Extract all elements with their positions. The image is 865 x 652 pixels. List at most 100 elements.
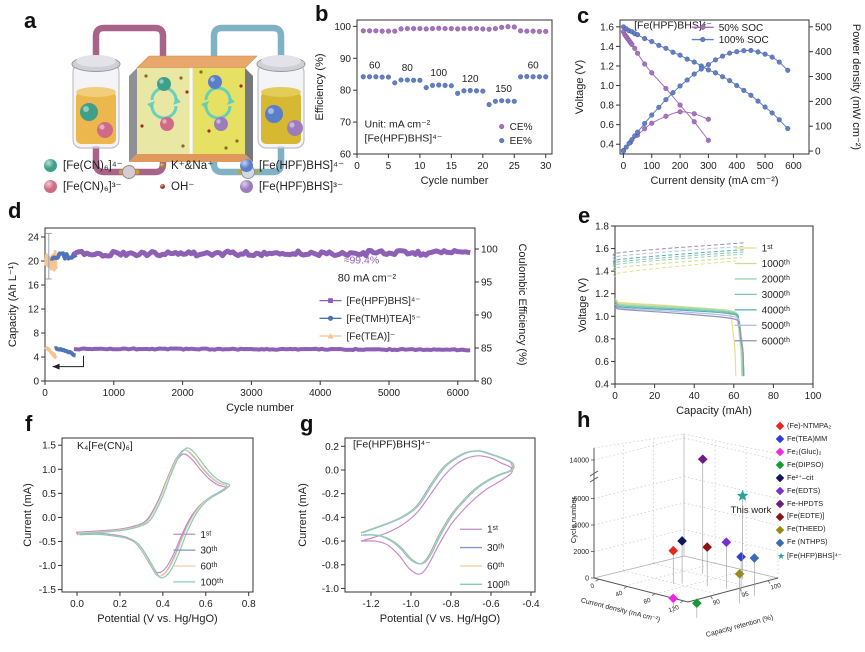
legend-label: [Fe(HPF)BHS]⁴⁻ xyxy=(259,160,345,172)
cation-dots xyxy=(144,70,239,150)
legend-item: [Fe(HPF)BHS]³⁻ xyxy=(240,179,366,193)
svg-text:Cycle number: Cycle number xyxy=(421,175,489,187)
svg-text:-0.5: -0.5 xyxy=(39,537,57,548)
legend-item: ★ [Fe(HFP)BHS]⁴⁻ xyxy=(777,550,842,563)
svg-text:[Fe(HPF)BHS]⁴⁻: [Fe(HPF)BHS]⁴⁻ xyxy=(634,19,712,31)
svg-text:0.6: 0.6 xyxy=(600,120,614,131)
panel-letter-g: g xyxy=(300,411,314,436)
ferrocyanide-icon xyxy=(44,158,57,172)
diamond-icon xyxy=(775,525,785,534)
svg-text:100: 100 xyxy=(334,22,351,33)
svg-text:Potential (V vs. Hg/HgO): Potential (V vs. Hg/HgO) xyxy=(380,613,500,625)
svg-text:100% SOC: 100% SOC xyxy=(719,35,769,46)
svg-text:60: 60 xyxy=(369,60,381,71)
svg-text:-0.8: -0.8 xyxy=(442,599,460,610)
diamond-icon xyxy=(775,473,785,483)
diamond-icon xyxy=(775,422,785,431)
diamond-icon xyxy=(775,460,785,470)
polarization-power-chart: 0 100 200 300 400 500 600 0.4 0.6 0.8 1.0 1.2 1.4 1.6… xyxy=(574,19,862,187)
svg-text:30ᵗʰ: 30ᵗʰ xyxy=(200,546,217,557)
svg-text:100: 100 xyxy=(805,391,822,402)
svg-text:1.4: 1.4 xyxy=(595,267,609,278)
svg-text:Power density (mW cm⁻²): Power density (mW cm⁻²) xyxy=(850,24,862,150)
catholyte-tank xyxy=(256,55,306,149)
diamond-icon xyxy=(775,538,785,547)
svg-text:-0.6: -0.6 xyxy=(322,537,340,548)
svg-text:0.4: 0.4 xyxy=(600,140,614,151)
svg-text:2000: 2000 xyxy=(171,388,194,399)
svg-text:CE%: CE% xyxy=(510,122,533,133)
legend-label: Fe²⁺–cit xyxy=(787,472,814,482)
svg-text:100: 100 xyxy=(815,122,832,133)
legend-label: Fe-HPDTS xyxy=(787,498,824,508)
comparison-legend: (Fe)-NTMPA₂ Fe(TEA)MM Fe₂(Gluc)₂ Fe(DIPSO) F… xyxy=(775,421,842,563)
svg-text:1.4: 1.4 xyxy=(600,42,614,53)
svg-text:120: 120 xyxy=(462,74,479,85)
svg-text:90: 90 xyxy=(712,598,721,607)
svg-text:This work: This work xyxy=(731,505,772,516)
svg-text:100ᵗʰ: 100ᵗʰ xyxy=(200,577,223,588)
svg-text:Unit: mA cm⁻²: Unit: mA cm⁻² xyxy=(365,119,431,131)
svg-text:1.0: 1.0 xyxy=(595,312,609,323)
svg-text:2000: 2000 xyxy=(573,549,589,556)
svg-text:1ˢᵗ: 1ˢᵗ xyxy=(487,525,498,536)
svg-text:5: 5 xyxy=(386,161,392,172)
legend-item: (Fe)-NTMPA₂ xyxy=(775,421,842,432)
svg-text:30ᵗʰ: 30ᵗʰ xyxy=(487,543,504,554)
panel-letter-d: d xyxy=(8,198,22,223)
ferricyanide-icon xyxy=(44,179,57,193)
svg-text:0.0: 0.0 xyxy=(325,465,339,476)
legend-label: [Fe(EDTE)] xyxy=(787,511,825,521)
svg-text:20: 20 xyxy=(649,391,661,402)
svg-text:2000ᵗʰ: 2000ᵗʰ xyxy=(762,274,790,285)
legend-label: Fe(EDTS) xyxy=(787,485,821,495)
svg-text:0: 0 xyxy=(33,377,39,388)
svg-text:5000: 5000 xyxy=(378,388,401,399)
svg-text:600: 600 xyxy=(785,161,802,172)
svg-text:Capacity retention (%): Capacity retention (%) xyxy=(705,614,774,639)
svg-text:[Fe(TEA)]⁻: [Fe(TEA)]⁻ xyxy=(347,332,396,343)
svg-text:-1.5: -1.5 xyxy=(39,585,57,596)
legend-item: K⁺&Na⁺ xyxy=(160,158,240,172)
legend-item: [Fe(CN)₆]⁴⁻ xyxy=(44,158,160,172)
svg-text:60: 60 xyxy=(728,391,740,402)
svg-text:24: 24 xyxy=(28,233,40,244)
svg-text:-1.2: -1.2 xyxy=(362,599,380,610)
svg-text:100: 100 xyxy=(643,161,660,172)
svg-text:80: 80 xyxy=(643,597,652,606)
svg-text:4000: 4000 xyxy=(309,388,332,399)
svg-text:100: 100 xyxy=(430,68,447,79)
svg-text:1.2: 1.2 xyxy=(600,61,614,72)
svg-text:80: 80 xyxy=(402,63,414,74)
svg-text:5000ᵗʰ: 5000ᵗʰ xyxy=(762,321,790,332)
svg-text:80: 80 xyxy=(481,377,493,388)
svg-text:25: 25 xyxy=(509,161,521,172)
svg-text:0: 0 xyxy=(42,388,48,399)
legend-item: Fe(TEA)MM xyxy=(775,433,842,445)
svg-text:12: 12 xyxy=(28,305,40,316)
legend-label: Fe(TEA)MM xyxy=(787,433,828,443)
anolyte-tank xyxy=(71,55,121,149)
legend-label: [Fe(HPF)BHS]³⁻ xyxy=(259,181,344,193)
svg-text:500: 500 xyxy=(815,22,832,33)
svg-text:0: 0 xyxy=(621,161,627,172)
svg-text:95: 95 xyxy=(481,278,493,289)
svg-text:Cycle number: Cycle number xyxy=(226,402,294,414)
svg-text:100ᵗʰ: 100ᵗʰ xyxy=(487,580,510,591)
panel-letter-h: h xyxy=(577,407,591,432)
svg-text:15: 15 xyxy=(446,161,458,172)
svg-text:40: 40 xyxy=(615,590,624,599)
svg-text:1.8: 1.8 xyxy=(595,222,609,233)
voltage-capacity-chart: 0 20 40 60 80 100 0.4 0.6 0.8 1.0 1.2 1.4 1.6 1.8 Capa… xyxy=(577,222,822,418)
panel-letter-a: a xyxy=(24,8,37,33)
svg-text:0.8: 0.8 xyxy=(600,101,614,112)
diamond-icon xyxy=(775,512,785,522)
legend-label: (Fe)-NTMPA₂ xyxy=(787,421,832,430)
legend-item: Fe(EDTS) xyxy=(775,485,842,497)
svg-text:Capacity (mAh): Capacity (mAh) xyxy=(676,405,752,417)
svg-text:Coulombic Efficiency (%): Coulombic Efficiency (%) xyxy=(516,243,528,365)
legend-label: [Fe(CN)₆]⁴⁻ xyxy=(63,160,123,172)
svg-text:0: 0 xyxy=(815,147,821,158)
svg-text:[Fe(TMH)TEA]⁵⁻: [Fe(TMH)TEA]⁵⁻ xyxy=(347,314,421,325)
